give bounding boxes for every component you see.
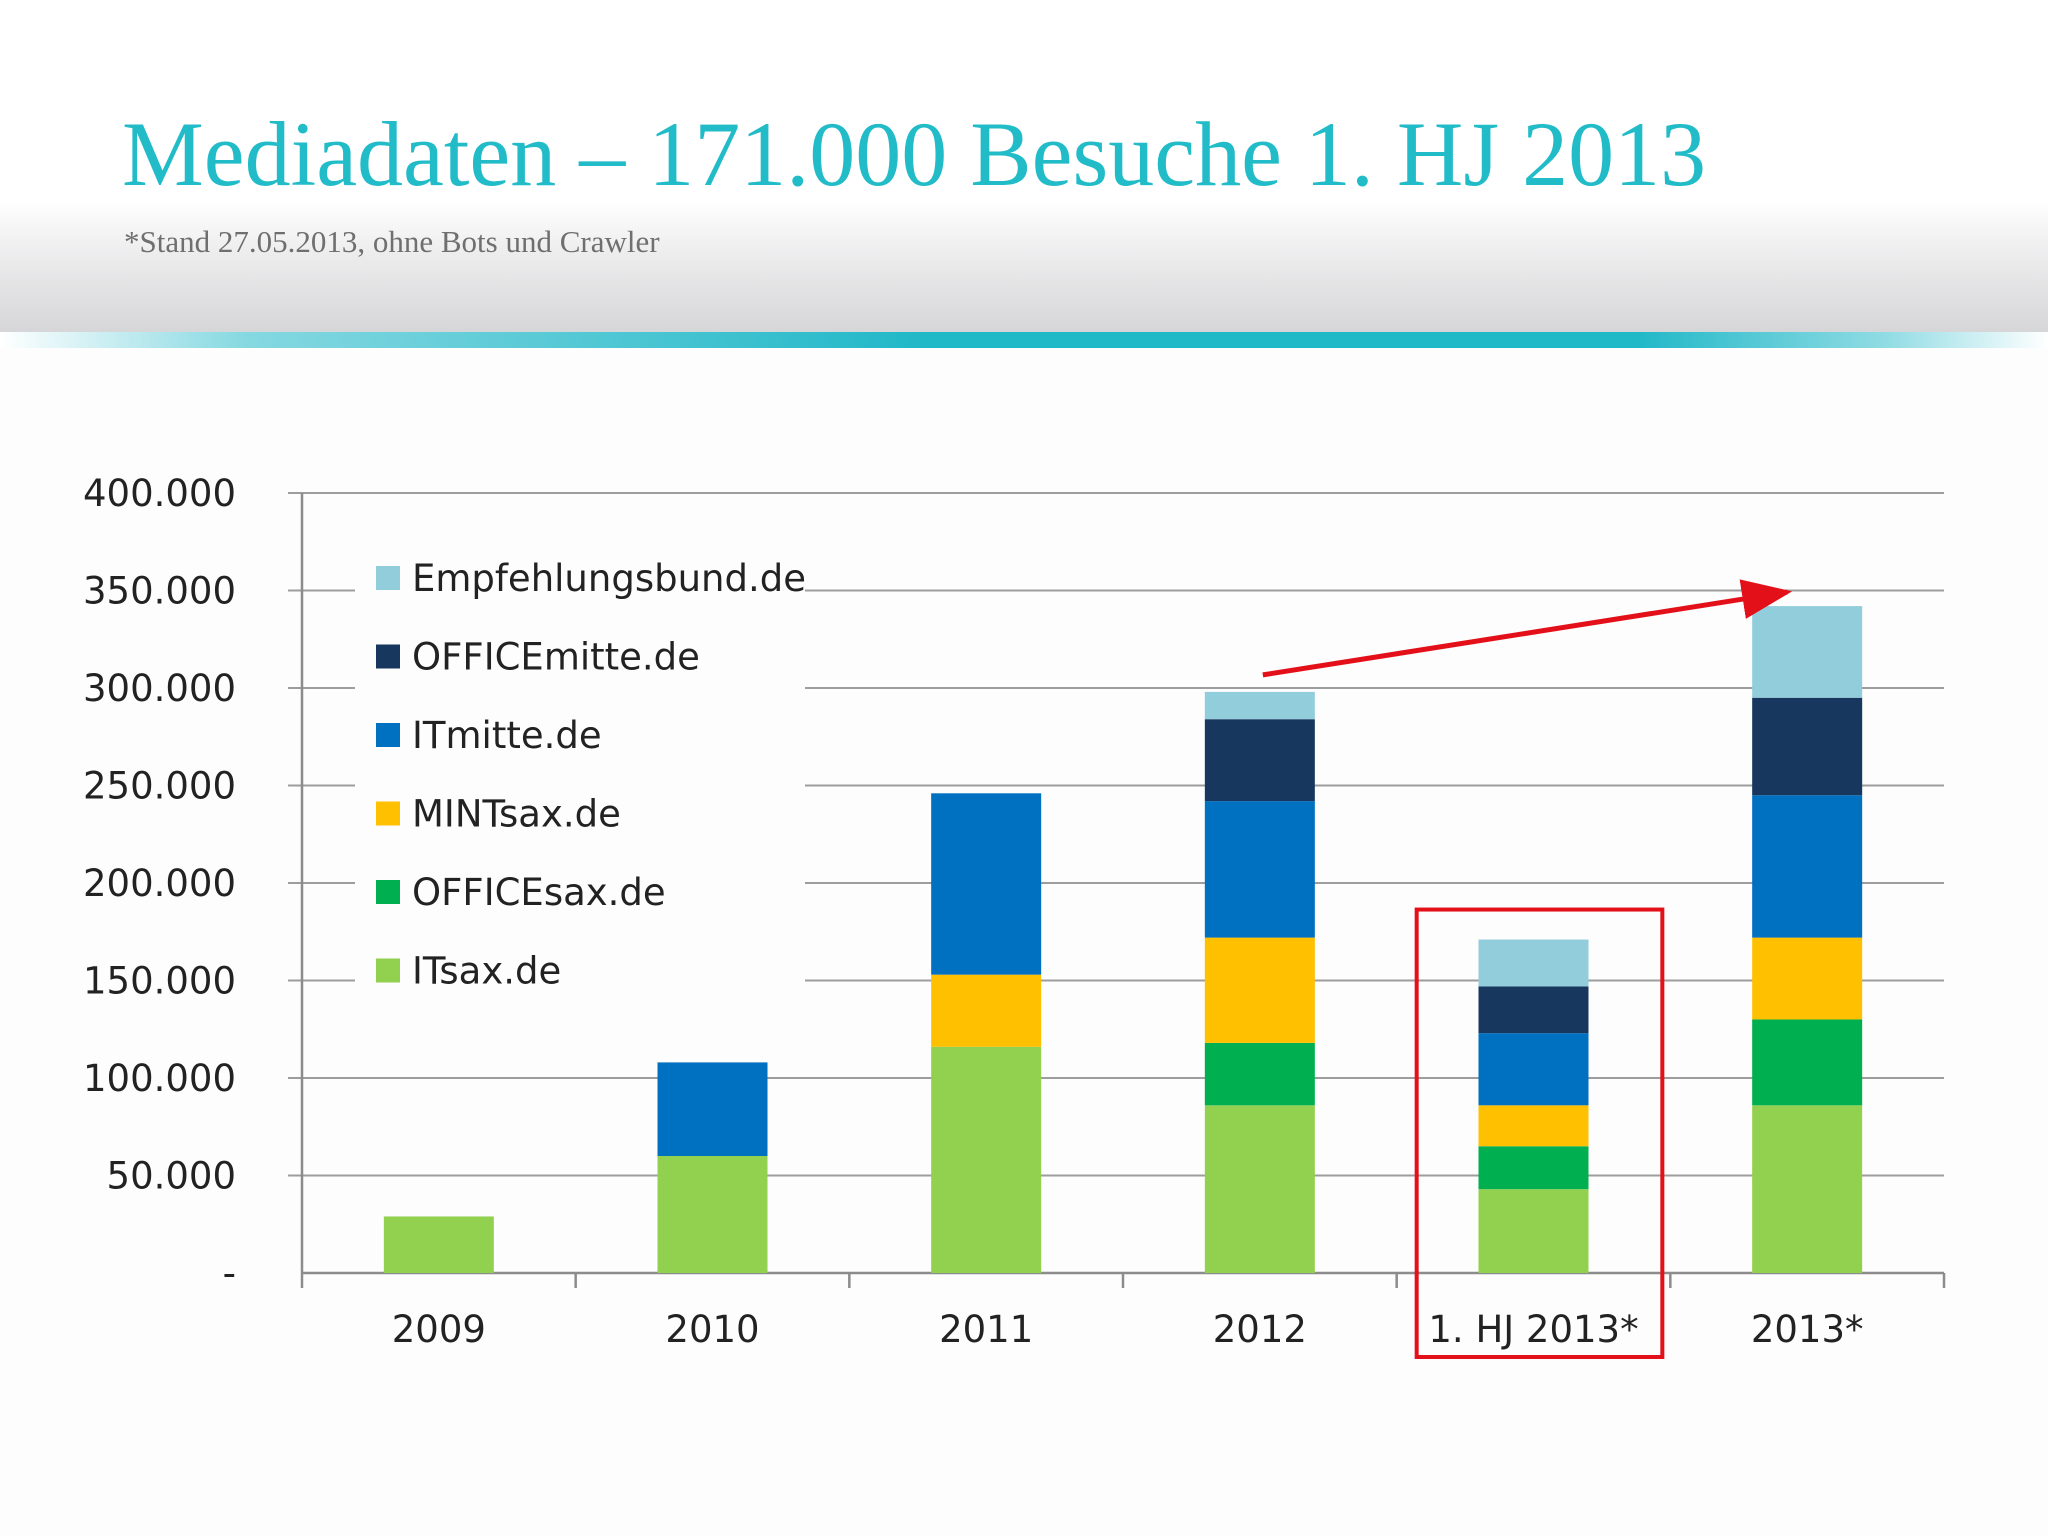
bar-itmitte-de-2010 (657, 1062, 768, 1156)
legend-swatch-officesax-de (376, 880, 400, 904)
slide-title: Mediadaten – 171.000 Besuche 1. HJ 2013 (122, 103, 1707, 205)
bar-mintsax-de-2011 (931, 974, 1042, 1047)
y-tick-label: 250.000 (83, 765, 236, 808)
legend-label-itmitte-de: ITmitte.de (412, 714, 602, 757)
legend-label-officemitte-de: OFFICEmitte.de (412, 636, 700, 679)
bar-officemitte-de-1-hj-2013 (1478, 986, 1589, 1034)
trend-arrow (1262, 579, 1793, 678)
bar-officemitte-de-2013 (1752, 697, 1863, 796)
header-band (0, 0, 2048, 332)
x-tick-label-1-hj-2013: 1. HJ 2013* (1428, 1308, 1638, 1351)
legend-label-mintsax-de: MINTsax.de (412, 793, 621, 836)
bar-empfehlungsbund-de-2012 (1204, 691, 1315, 720)
y-tick-label: 50.000 (107, 1155, 236, 1198)
bar-itmitte-de-2011 (931, 793, 1042, 975)
axes: - 50.000 100.000 150.000 200.000 250.000 300.0… (83, 472, 1946, 1351)
bar-itsax-de-2011 (931, 1046, 1042, 1273)
bar-itsax-de-2012 (1204, 1105, 1315, 1273)
bar-mintsax-de-2013 (1752, 937, 1863, 1020)
bar-empfehlungsbund-de-1-hj-2013 (1478, 939, 1589, 987)
bar-itsax-de-2013 (1752, 1105, 1863, 1273)
y-tick-label: 350.000 (83, 570, 236, 613)
accent-bar (0, 332, 2048, 348)
x-tick-label-2009: 2009 (392, 1308, 486, 1351)
bar-empfehlungsbund-de-2013 (1752, 606, 1863, 698)
x-tick-label-2010: 2010 (665, 1308, 759, 1351)
bar-itmitte-de-2012 (1204, 801, 1315, 938)
y-tick-label: 200.000 (83, 862, 236, 905)
annotations (1262, 579, 1793, 1359)
legend-box (355, 548, 805, 1000)
y-tick-label: 400.000 (83, 472, 236, 515)
bar-officesax-de-2012 (1204, 1042, 1315, 1106)
bar-mintsax-de-2012 (1204, 937, 1315, 1043)
bar-officesax-de-2013 (1752, 1019, 1863, 1106)
legend: Empfehlungsbund.de OFFICEmitte.de ITmitte.… (355, 548, 806, 1000)
highlight-box (1414, 907, 1665, 1359)
legend-label-officesax-de: OFFICEsax.de (412, 871, 666, 914)
x-tick-label-2012: 2012 (1213, 1308, 1307, 1351)
bar-itsax-de-1-hj-2013 (1478, 1189, 1589, 1273)
x-tick-label-2011: 2011 (939, 1308, 1033, 1351)
slide-subtitle: *Stand 27.05.2013, ohne Bots und Crawler (124, 224, 660, 259)
y-tick-label: 300.000 (83, 667, 236, 710)
y-tick-label: 100.000 (83, 1057, 236, 1100)
bar-itsax-de-2009 (383, 1216, 494, 1273)
gridlines (288, 492, 1944, 1177)
legend-swatch-itmitte-de (376, 723, 400, 747)
legend-swatch-itsax-de (376, 958, 400, 983)
bar-officemitte-de-2012 (1204, 719, 1315, 802)
legend-swatch-empfehlungsbund-de (376, 566, 400, 590)
legend-label-itsax-de: ITsax.de (412, 950, 561, 993)
bar-itsax-de-2010 (657, 1156, 768, 1273)
legend-swatch-mintsax-de (376, 801, 400, 826)
x-tick-label-2013: 2013* (1751, 1308, 1864, 1351)
legend-label-empfehlungsbund-de: Empfehlungsbund.de (412, 557, 806, 600)
bar-mintsax-de-1-hj-2013 (1478, 1105, 1589, 1147)
legend-swatch-officemitte-de (376, 644, 400, 669)
bar-itmitte-de-1-hj-2013 (1478, 1033, 1589, 1106)
y-tick-label: 150.000 (83, 960, 236, 1003)
bars (383, 606, 1863, 1273)
y-tick-label: - (223, 1252, 236, 1295)
bar-itmitte-de-2013 (1752, 795, 1863, 938)
bar-officesax-de-1-hj-2013 (1478, 1146, 1589, 1190)
